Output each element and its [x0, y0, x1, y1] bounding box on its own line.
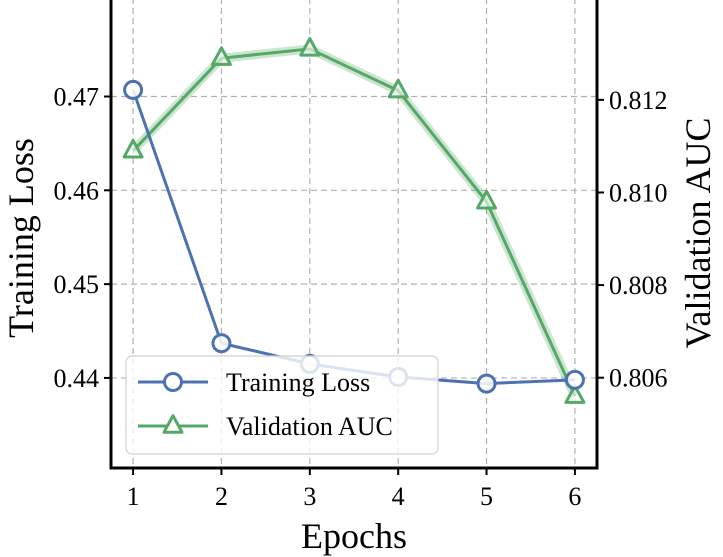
series-validation-auc [122, 37, 586, 404]
plot-frame [109, 0, 599, 470]
x-axis-title: Epochs [301, 516, 407, 556]
left-y-tick-label: 0.45 [54, 270, 100, 299]
legend-entry: Validation AUC [138, 412, 393, 441]
x-tick-label: 3 [303, 482, 316, 511]
left-y-tick-label: 0.46 [54, 176, 100, 205]
series-line [131, 89, 575, 386]
left-y-tick-label: 0.47 [54, 83, 100, 112]
left-y-tick-label: 0.44 [54, 364, 100, 393]
data-point [564, 369, 585, 390]
axis-ticks: 1 2 3 4 5 6 0.44 0.45 0.46 0.47 0.806 0.808 0.810 0.8… [54, 83, 668, 511]
series-band [129, 44, 580, 399]
data-point [387, 78, 409, 99]
series-line [132, 47, 577, 397]
x-tick-label: 1 [127, 482, 140, 511]
legend-marker [163, 372, 183, 392]
data-point [122, 138, 144, 159]
left-y-axis-title: Training Loss [1, 138, 41, 338]
data-point [211, 333, 232, 354]
data-point [123, 79, 144, 100]
data-point [476, 189, 498, 210]
right-y-tick-label: 0.808 [609, 271, 668, 300]
data-point [210, 46, 232, 66]
series-training-loss [123, 79, 585, 394]
legend-label: Training Loss [226, 368, 370, 397]
series-layer [122, 37, 586, 404]
x-tick-label: 4 [392, 482, 405, 511]
legend-entry: Training Loss [138, 368, 370, 397]
legend-label: Validation AUC [226, 412, 393, 441]
x-tick-label: 2 [215, 482, 228, 511]
right-y-tick-label: 0.812 [609, 86, 668, 115]
legend-marker [162, 414, 184, 434]
right-y-tick-label: 0.810 [609, 178, 668, 207]
right-y-tick-label: 0.806 [609, 364, 668, 393]
data-point [299, 37, 321, 57]
data-point [564, 384, 586, 404]
right-y-axis-title: Validation AUC [678, 118, 718, 349]
data-point [476, 373, 497, 394]
legend: Training Loss Validation AUC [125, 355, 439, 455]
x-tick-label: 5 [480, 482, 493, 511]
x-tick-label: 6 [568, 482, 581, 511]
